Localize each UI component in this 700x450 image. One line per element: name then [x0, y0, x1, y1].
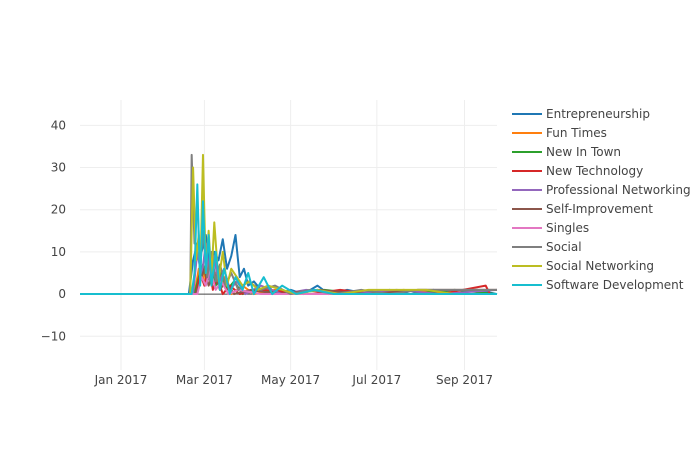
- legend-label: New In Town: [546, 145, 621, 159]
- legend-item-singles[interactable]: Singles: [512, 221, 589, 235]
- series-line-entrepreneurship: [80, 234, 498, 296]
- legend-item-software-development[interactable]: Software Development: [512, 278, 684, 292]
- legend-item-entrepreneurship[interactable]: Entrepreneurship: [512, 107, 650, 121]
- y-axis-tick-labels: −10 0 10 20 30 40: [41, 118, 66, 343]
- legend: Entrepreneurship Fun Times New In Town New …: [512, 107, 691, 292]
- legend-label: Social: [546, 240, 582, 254]
- x-tick-label: Sep 2017: [436, 373, 493, 387]
- x-tick-label: May 2017: [261, 373, 320, 387]
- legend-item-social[interactable]: Social: [512, 240, 582, 254]
- legend-item-professional-networking[interactable]: Professional Networking: [512, 183, 691, 197]
- legend-label: Fun Times: [546, 126, 607, 140]
- series-line-professional-networking: [80, 242, 498, 296]
- y-tick-label: 20: [51, 203, 66, 217]
- legend-item-fun-times[interactable]: Fun Times: [512, 126, 607, 140]
- legend-label: Professional Networking: [546, 183, 691, 197]
- legend-label: Social Networking: [546, 259, 654, 273]
- legend-label: Software Development: [546, 278, 684, 292]
- legend-item-new-in-town[interactable]: New In Town: [512, 145, 621, 159]
- x-tick-label: Jan 2017: [94, 373, 148, 387]
- legend-item-new-technology[interactable]: New Technology: [512, 164, 643, 178]
- y-tick-label: −10: [41, 329, 66, 343]
- legend-label: Self-Improvement: [546, 202, 653, 216]
- legend-item-social-networking[interactable]: Social Networking: [512, 259, 654, 273]
- legend-label: Singles: [546, 221, 589, 235]
- y-tick-label: 10: [51, 245, 66, 259]
- x-tick-label: Mar 2017: [176, 373, 233, 387]
- plot-area: [80, 153, 498, 296]
- y-tick-label: 40: [51, 118, 66, 132]
- x-tick-label: Jul 2017: [351, 373, 401, 387]
- series-line-social: [80, 153, 497, 296]
- series-line-software-development: [80, 183, 497, 296]
- y-tick-label: 30: [51, 161, 66, 175]
- y-tick-label: 0: [58, 287, 66, 301]
- series-line-social-networking: [80, 153, 497, 296]
- legend-label: Entrepreneurship: [546, 107, 650, 121]
- legend-label: New Technology: [546, 164, 643, 178]
- grid-lines: [80, 100, 497, 370]
- x-axis-tick-labels: Jan 2017 Mar 2017 May 2017 Jul 2017 Sep 2017: [94, 373, 493, 387]
- legend-item-self-improvement[interactable]: Self-Improvement: [512, 202, 653, 216]
